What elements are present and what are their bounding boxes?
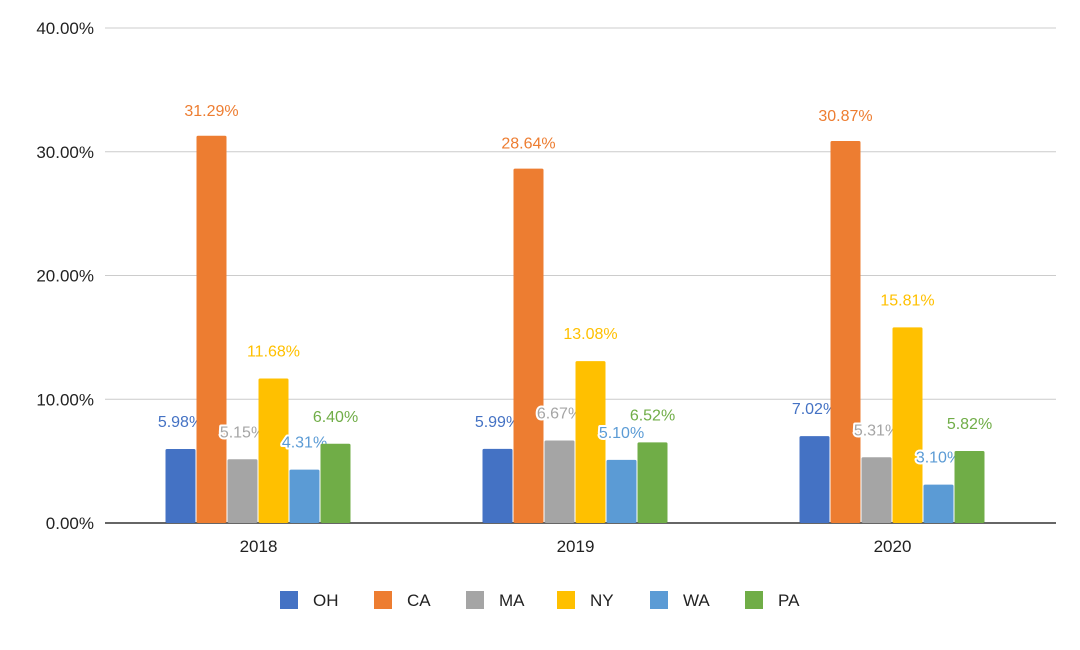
data-label: 6.52% (630, 407, 675, 424)
bar-oh (799, 436, 830, 523)
legend-label: OH (313, 591, 339, 610)
data-label: 30.87% (818, 108, 872, 125)
legend-label: MA (499, 591, 525, 610)
legend-swatch-wa (650, 591, 668, 609)
legend-label: NY (590, 591, 614, 610)
legend-swatch-pa (745, 591, 763, 609)
y-tick-label: 40.00% (36, 19, 94, 38)
data-label: 4.31% (282, 435, 327, 452)
bar-pa (320, 443, 351, 523)
bar-pa (637, 442, 668, 523)
legend-swatch-ny (557, 591, 575, 609)
data-label: 31.29% (184, 103, 238, 120)
y-tick-label: 30.00% (36, 143, 94, 162)
bar-wa (923, 484, 954, 523)
legend-label: PA (778, 591, 800, 610)
data-label: 5.31% (854, 422, 899, 439)
bar-ny (575, 361, 606, 523)
data-label: 5.99% (475, 414, 520, 431)
x-tick-label: 2020 (874, 537, 912, 556)
bar-ny (892, 327, 923, 523)
data-label: 3.10% (916, 450, 961, 467)
bar-pa (954, 450, 985, 523)
data-label: 28.64% (501, 136, 555, 153)
data-label: 5.15% (220, 424, 265, 441)
bar-ny (258, 378, 289, 523)
bar-ca (830, 140, 861, 523)
data-label: 6.40% (313, 409, 358, 426)
bar-ma (861, 457, 892, 523)
data-label: 5.82% (947, 416, 992, 433)
data-label: 11.68% (247, 343, 300, 360)
data-label: 13.08% (563, 326, 617, 343)
data-label: 5.98% (158, 414, 203, 431)
x-tick-label: 2018 (240, 537, 278, 556)
y-tick-label: 20.00% (36, 267, 94, 286)
legend-label: CA (407, 591, 431, 610)
legend-label: WA (683, 591, 710, 610)
bar-wa (289, 469, 320, 523)
x-tick-label: 2019 (557, 537, 595, 556)
bar-ma (227, 459, 258, 523)
bar-oh (165, 448, 196, 523)
data-label: 7.02% (792, 401, 837, 418)
legend-swatch-ca (374, 591, 392, 609)
bar-ca (513, 168, 544, 523)
bar-ma (544, 440, 575, 523)
bar-ca (196, 135, 227, 523)
legend-swatch-ma (466, 591, 484, 609)
data-label: 5.10% (599, 425, 644, 442)
legend-swatch-oh (280, 591, 298, 609)
bar-wa (606, 459, 637, 523)
y-tick-label: 10.00% (36, 390, 94, 409)
y-tick-label: 0.00% (46, 514, 94, 533)
data-label: 6.67% (537, 405, 582, 422)
data-label: 15.81% (880, 292, 934, 309)
bar-oh (482, 448, 513, 523)
